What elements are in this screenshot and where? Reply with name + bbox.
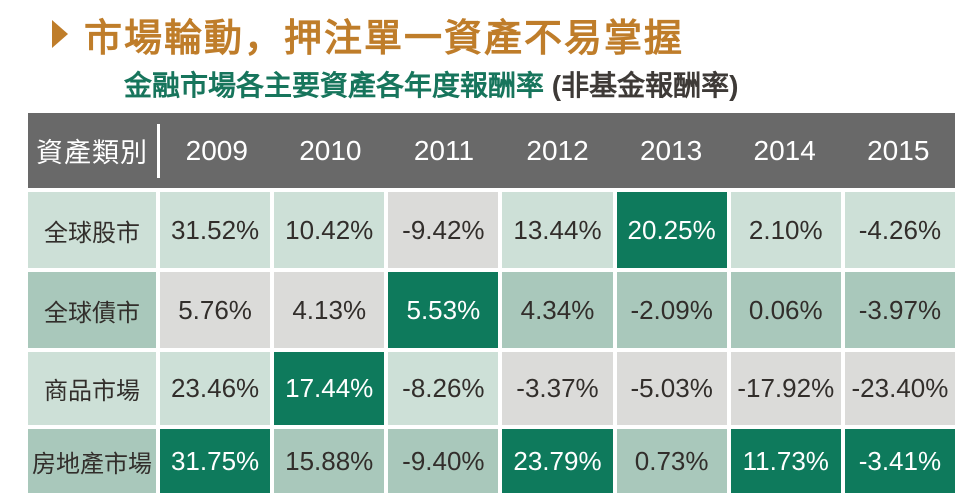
year-header: 2012 — [526, 134, 589, 166]
return-cell: -2.09% — [616, 272, 727, 348]
subtitle-main: 金融市場各主要資產各年度報酬率 — [124, 70, 545, 101]
return-cell: 31.75% — [160, 429, 271, 493]
return-cell: 10.42% — [274, 192, 385, 268]
return-cell: -9.40% — [388, 429, 499, 493]
return-cell: -23.40% — [844, 352, 955, 425]
year-header: 2013 — [639, 134, 703, 166]
return-cell: -3.41% — [844, 429, 955, 493]
year-header: 2009 — [185, 134, 248, 166]
return-cell: 11.73% — [730, 429, 841, 493]
table-subtitle: 金融市場各主要資產各年度報酬率 (非基金報酬率) — [124, 64, 738, 104]
subtitle-note: (非基金報酬率) — [544, 70, 739, 101]
row-label-global-bonds: 全球債市 — [28, 272, 156, 348]
return-cell: 0.73% — [616, 429, 727, 493]
page-title-row: 市場輪動，押注單一資產不易掌握 — [52, 8, 684, 60]
year-header: 2011 — [413, 134, 475, 166]
return-cell: 4.13% — [274, 272, 385, 348]
year-header: 2014 — [753, 134, 816, 166]
return-cell: 23.79% — [502, 429, 613, 493]
return-cell: 0.06% — [730, 272, 841, 348]
return-cell: -4.26% — [844, 192, 955, 268]
year-header: 2010 — [299, 134, 362, 166]
return-cell: 13.44% — [502, 192, 613, 268]
header-divider — [156, 113, 160, 188]
return-cell: -5.03% — [616, 352, 727, 425]
row-label-real-estate: 房地產市場 — [28, 429, 156, 493]
return-cell: 15.88% — [274, 429, 385, 493]
return-cell: 4.34% — [502, 272, 613, 348]
row-label-global-stocks: 全球股市 — [28, 192, 156, 268]
return-cell: -9.42% — [388, 192, 499, 268]
return-cell: -3.37% — [502, 352, 613, 425]
return-cell: -8.26% — [388, 352, 499, 425]
return-cell: 17.44% — [274, 352, 385, 425]
return-cell: 31.52% — [160, 192, 271, 268]
page-title: 市場輪動，押注單一資產不易掌握 — [84, 17, 685, 60]
returns-table: 資產類別 2009 2010 2011 2012 2013 2014 2015 … — [28, 113, 955, 493]
year-header: 2015 — [867, 134, 930, 166]
return-cell: 20.25% — [616, 192, 727, 268]
table-header-row: 資產類別 2009 2010 2011 2012 2013 2014 2015 — [28, 113, 955, 188]
table-body: 全球股市 31.52% 10.42% -9.42% 13.44% 20.25% … — [28, 192, 955, 493]
row-label-commodities: 商品市場 — [28, 352, 156, 425]
return-cell: 23.46% — [160, 352, 271, 425]
return-cell: 5.76% — [160, 272, 271, 348]
return-cell: 2.10% — [730, 192, 841, 268]
return-cell: 5.53% — [388, 272, 499, 348]
header-asset-class: 資產類別 — [36, 138, 148, 168]
return-cell: -3.97% — [844, 272, 955, 348]
return-cell: -17.92% — [730, 352, 841, 425]
triangle-bullet-icon — [52, 20, 68, 48]
